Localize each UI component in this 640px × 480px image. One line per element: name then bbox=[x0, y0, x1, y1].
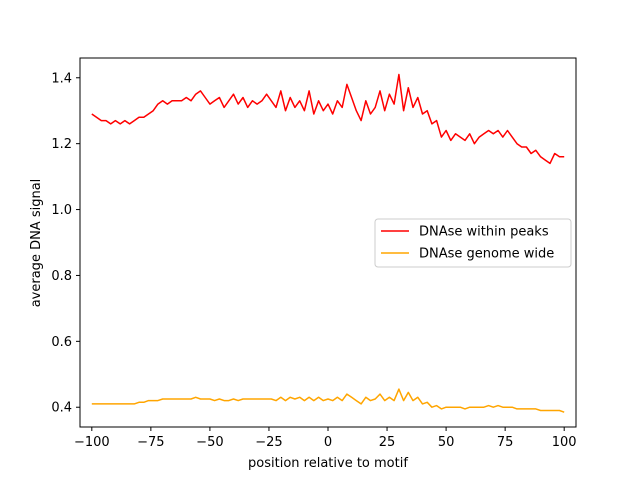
legend: DNAse within peaks DNAse genome wide bbox=[374, 218, 572, 268]
y-tick-label: 1.4 bbox=[51, 71, 72, 86]
series-line-1 bbox=[91, 388, 565, 413]
y-tick-label: 0.4 bbox=[51, 401, 72, 416]
x-tick-label: 25 bbox=[379, 435, 396, 450]
y-axis-ticks: 0.4 0.6 0.8 1.0 1.2 1.4 bbox=[51, 71, 80, 416]
x-axis-ticks: −100 −75 −50 −25 0 25 50 75 100 bbox=[74, 427, 577, 450]
y-tick-label: 0.8 bbox=[51, 269, 72, 284]
x-tick-label: −50 bbox=[196, 435, 223, 450]
legend-label-1: DNAse genome wide bbox=[419, 247, 554, 262]
x-tick-label: −100 bbox=[74, 435, 110, 450]
legend-label-0: DNAse within peaks bbox=[419, 225, 549, 240]
plot-lines bbox=[91, 73, 565, 413]
y-tick-label: 1.0 bbox=[51, 203, 72, 218]
x-tick-label: −75 bbox=[137, 435, 164, 450]
series-line-0 bbox=[91, 73, 565, 165]
legend-box bbox=[374, 218, 572, 268]
x-tick-label: 100 bbox=[552, 435, 577, 450]
x-tick-label: 75 bbox=[497, 435, 514, 450]
x-axis-label: position relative to motif bbox=[248, 456, 408, 471]
x-tick-label: −25 bbox=[255, 435, 282, 450]
y-axis-label: average DNA signal bbox=[29, 179, 44, 308]
y-tick-label: 0.6 bbox=[51, 335, 72, 350]
x-tick-label: 50 bbox=[438, 435, 455, 450]
y-tick-label: 1.2 bbox=[51, 137, 72, 152]
x-tick-label: 0 bbox=[324, 435, 332, 450]
